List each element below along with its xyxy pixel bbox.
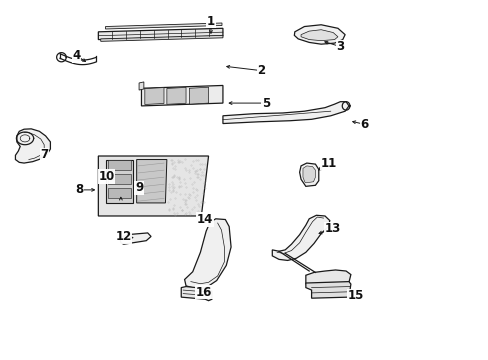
Polygon shape bbox=[108, 159, 131, 170]
Polygon shape bbox=[108, 188, 131, 198]
Text: 13: 13 bbox=[325, 222, 341, 235]
Polygon shape bbox=[98, 28, 223, 40]
Polygon shape bbox=[101, 35, 223, 41]
Polygon shape bbox=[105, 159, 133, 203]
Polygon shape bbox=[272, 215, 329, 260]
Polygon shape bbox=[181, 287, 211, 301]
Polygon shape bbox=[139, 82, 143, 90]
Text: 8: 8 bbox=[75, 183, 83, 196]
Text: 7: 7 bbox=[40, 148, 48, 161]
Text: 16: 16 bbox=[195, 286, 211, 299]
Text: 6: 6 bbox=[360, 118, 367, 131]
Polygon shape bbox=[303, 166, 315, 183]
Text: 9: 9 bbox=[135, 181, 143, 194]
Text: 12: 12 bbox=[115, 230, 132, 243]
Polygon shape bbox=[137, 159, 166, 203]
Polygon shape bbox=[305, 270, 350, 284]
Polygon shape bbox=[189, 87, 208, 104]
Polygon shape bbox=[305, 282, 350, 298]
Polygon shape bbox=[105, 23, 222, 29]
Polygon shape bbox=[120, 233, 151, 244]
Polygon shape bbox=[144, 87, 163, 104]
Text: 5: 5 bbox=[262, 96, 270, 109]
Text: 11: 11 bbox=[320, 157, 336, 170]
Text: 2: 2 bbox=[257, 64, 265, 77]
Polygon shape bbox=[108, 174, 131, 184]
Polygon shape bbox=[223, 102, 348, 123]
Text: 14: 14 bbox=[197, 213, 213, 226]
Text: 4: 4 bbox=[73, 49, 81, 62]
Text: 3: 3 bbox=[336, 40, 344, 53]
Polygon shape bbox=[166, 87, 185, 104]
Polygon shape bbox=[301, 30, 337, 41]
Polygon shape bbox=[299, 163, 318, 186]
Polygon shape bbox=[141, 85, 223, 106]
Polygon shape bbox=[98, 156, 208, 216]
Polygon shape bbox=[184, 219, 231, 289]
Polygon shape bbox=[294, 25, 345, 44]
Text: 10: 10 bbox=[98, 170, 114, 183]
Text: 15: 15 bbox=[347, 289, 363, 302]
Text: 1: 1 bbox=[206, 15, 215, 28]
Polygon shape bbox=[16, 129, 50, 163]
